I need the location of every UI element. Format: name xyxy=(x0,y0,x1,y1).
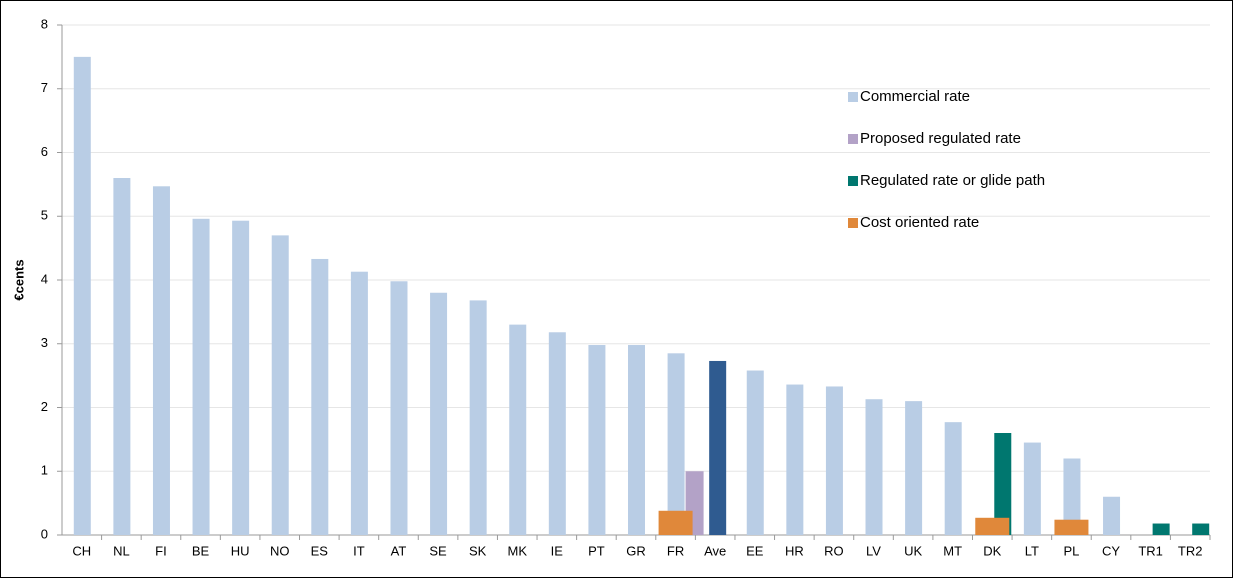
bar xyxy=(667,353,685,535)
bar xyxy=(786,384,804,535)
x-tick-label: CY xyxy=(1102,543,1120,558)
x-tick-label: GR xyxy=(626,543,646,558)
legend-label: Commercial rate xyxy=(860,88,970,105)
bar xyxy=(825,386,843,535)
x-tick-label: LT xyxy=(1025,543,1039,558)
bar xyxy=(311,258,329,535)
x-tick-label: BE xyxy=(192,543,210,558)
bar xyxy=(192,218,210,536)
legend-label: Regulated rate or glide path xyxy=(860,172,1045,189)
y-tick-label: 3 xyxy=(41,335,48,350)
x-tick-label: NO xyxy=(270,543,290,558)
x-tick-label: HU xyxy=(231,543,250,558)
legend-swatch xyxy=(848,176,858,186)
bar xyxy=(865,399,883,535)
bar xyxy=(113,178,131,535)
x-tick-label: TR2 xyxy=(1178,543,1203,558)
x-tick-label: SK xyxy=(469,543,487,558)
legend-label: Cost oriented rate xyxy=(860,214,979,231)
x-tick-label: DK xyxy=(983,543,1001,558)
bar xyxy=(1152,523,1170,535)
legend-swatch xyxy=(848,134,858,144)
x-tick-label: CH xyxy=(72,543,91,558)
bar xyxy=(975,517,1010,535)
x-tick-label: IT xyxy=(353,543,365,558)
bar xyxy=(905,401,923,535)
bar xyxy=(350,271,368,535)
x-tick-label: NL xyxy=(113,543,130,558)
bar xyxy=(588,345,606,535)
y-tick-label: 1 xyxy=(41,463,48,478)
legend-swatch xyxy=(848,92,858,102)
bar xyxy=(1054,519,1089,535)
bar xyxy=(469,300,487,535)
x-tick-label: MT xyxy=(943,543,962,558)
x-tick-label: HR xyxy=(785,543,804,558)
bar xyxy=(271,235,289,535)
bar xyxy=(944,422,962,535)
x-tick-label: TR1 xyxy=(1138,543,1163,558)
bar xyxy=(548,332,566,535)
x-tick-label: LV xyxy=(866,543,881,558)
bar xyxy=(1023,442,1041,535)
x-tick-label: AT xyxy=(391,543,407,558)
legend-label: Proposed regulated rate xyxy=(860,130,1021,147)
bar xyxy=(1063,458,1081,535)
bar xyxy=(509,324,527,535)
y-axis-label: €cents xyxy=(11,259,26,300)
y-tick-label: 0 xyxy=(41,526,48,541)
x-tick-label: Ave xyxy=(704,543,726,558)
y-tick-label: 7 xyxy=(41,80,48,95)
x-tick-label: ES xyxy=(311,543,329,558)
bar xyxy=(994,433,1012,535)
x-tick-label: FR xyxy=(667,543,684,558)
bar xyxy=(709,360,727,535)
y-tick-label: 2 xyxy=(41,399,48,414)
bar xyxy=(232,220,250,535)
y-tick-label: 6 xyxy=(41,144,48,159)
bar xyxy=(73,56,91,535)
x-tick-label: IE xyxy=(551,543,564,558)
x-tick-label: PT xyxy=(588,543,605,558)
x-tick-label: FI xyxy=(155,543,167,558)
y-tick-label: 5 xyxy=(41,208,48,223)
bar xyxy=(152,186,170,535)
x-tick-label: SE xyxy=(429,543,447,558)
y-tick-label: 4 xyxy=(41,271,48,286)
x-tick-label: MK xyxy=(507,543,527,558)
bar xyxy=(390,281,408,535)
x-tick-label: UK xyxy=(904,543,922,558)
bar xyxy=(746,370,764,535)
y-tick-label: 8 xyxy=(41,16,48,31)
legend-swatch xyxy=(848,218,858,228)
bar xyxy=(1103,496,1121,535)
bar xyxy=(430,292,448,535)
bar xyxy=(1192,523,1210,535)
bar xyxy=(658,510,693,535)
x-tick-label: RO xyxy=(824,543,844,558)
x-tick-label: PL xyxy=(1063,543,1079,558)
x-tick-label: EE xyxy=(746,543,764,558)
bar xyxy=(628,345,645,535)
